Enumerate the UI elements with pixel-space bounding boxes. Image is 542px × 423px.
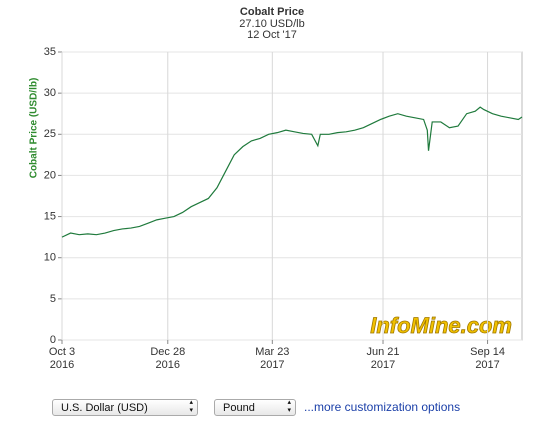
plot-area [61,51,523,341]
x-tick-year: 2017 [475,359,499,371]
y-tick-label: 20 [44,169,56,181]
chart-subtitle: 27.10 USD/lb [239,18,304,30]
x-tick-year: 2017 [371,359,395,371]
price-line [61,106,523,238]
chart-title: Cobalt Price [240,6,304,18]
customization-link[interactable]: ...more customization options [304,400,461,414]
x-tick-label: Mar 23 [255,346,289,358]
x-tick-label: Dec 28 [150,346,185,358]
watermark: InfoMine.com [370,313,512,338]
y-tick-label: 25 [44,128,56,140]
x-tick-label: Jun 21 [367,346,400,358]
x-tick-label: Sep 14 [470,346,505,358]
x-tick-year: 2016 [50,359,74,371]
chart: Cobalt Price 27.10 USD/lb 12 Oct '17 Cob… [29,6,523,371]
x-tick-year: 2016 [156,359,180,371]
y-tick-label: 15 [44,210,56,222]
x-tick-label: Oct 3 [49,346,75,358]
y-tick-label: 0 [50,334,56,346]
y-tick-label: 30 [44,87,56,99]
y-axis-label: Cobalt Price (USD/lb) [29,78,40,179]
y-tick-label: 10 [44,252,56,264]
currency-select[interactable]: U.S. Dollar (USD) [52,399,198,416]
y-tick-label: 5 [50,293,56,305]
unit-select[interactable]: Pound [214,399,296,416]
x-tick-year: 2017 [260,359,284,371]
chart-date: 12 Oct '17 [247,29,297,41]
y-tick-label: 35 [44,46,56,58]
